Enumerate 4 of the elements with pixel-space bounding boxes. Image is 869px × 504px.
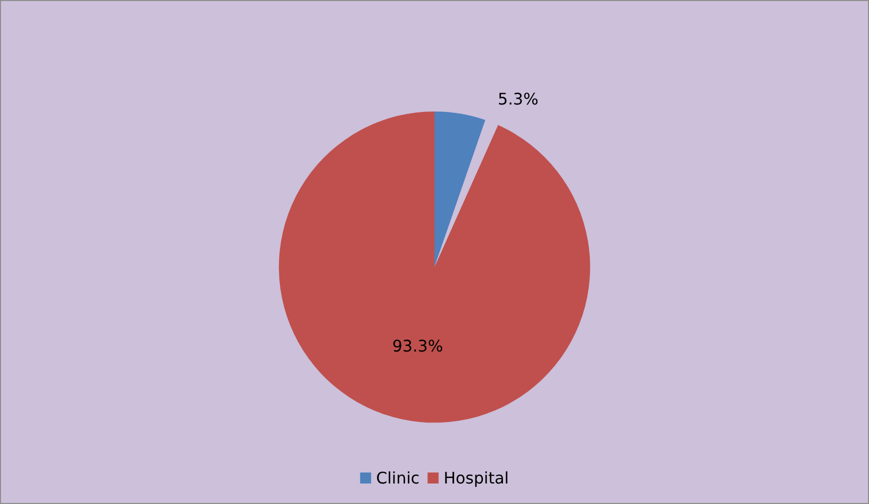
legend-label: Clinic [376, 468, 420, 488]
data-label: 5.3% [498, 89, 538, 108]
legend-label: Hospital [444, 468, 509, 488]
data-label: 93.3% [392, 336, 444, 356]
